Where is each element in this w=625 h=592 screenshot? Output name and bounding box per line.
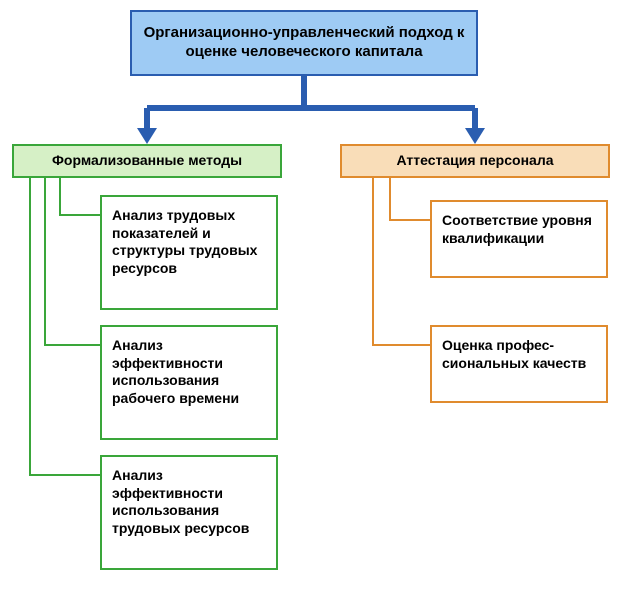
left-item: Анализ трудовых показателей и структуры … <box>100 195 278 310</box>
right-connectors <box>373 178 430 345</box>
right-item-text: Оценка профес-сиональных качеств <box>442 337 598 372</box>
left-item: Анализ эффективности использования трудо… <box>100 455 278 570</box>
left-item-text: Анализ эффективности использования рабоч… <box>112 337 268 407</box>
left-item: Анализ эффективности использования рабоч… <box>100 325 278 440</box>
root-box: Организационно-управленческий подход к о… <box>130 10 478 76</box>
main-connector <box>137 76 485 144</box>
left-item-text: Анализ трудовых показателей и структуры … <box>112 207 268 277</box>
right-item: Соответствие уровня квалификации <box>430 200 608 278</box>
left-item-text: Анализ эффективности использования трудо… <box>112 467 268 537</box>
root-box-text: Организационно-управленческий подход к о… <box>140 24 468 62</box>
right-header: Аттестация персонала <box>340 144 610 178</box>
left-header: Формализованные методы <box>12 144 282 178</box>
left-connectors <box>30 178 100 475</box>
connectors-layer <box>0 0 625 592</box>
right-item: Оценка профес-сиональных качеств <box>430 325 608 403</box>
right-header-text: Аттестация персонала <box>397 152 554 170</box>
right-item-text: Соответствие уровня квалификации <box>442 212 598 247</box>
left-header-text: Формализованные методы <box>52 152 242 170</box>
